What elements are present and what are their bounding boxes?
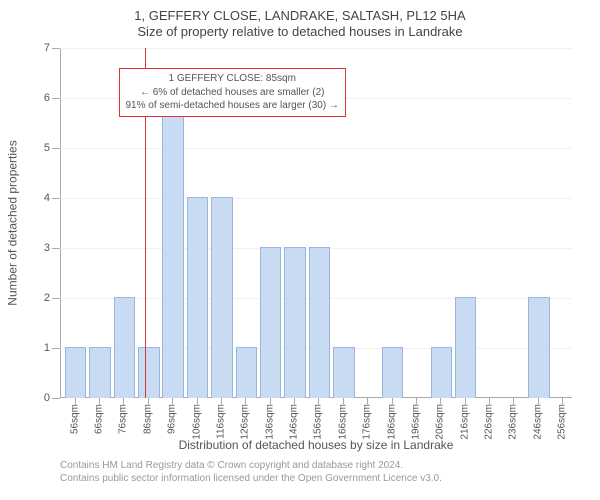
x-tick-label: 66sqm [94, 404, 105, 434]
chart-container: 1, GEFFERY CLOSE, LANDRAKE, SALTASH, PL1… [0, 0, 600, 500]
x-tick-label: 186sqm [386, 404, 397, 440]
bar [431, 347, 453, 398]
x-tick-label: 166sqm [337, 404, 348, 440]
bar [89, 347, 111, 398]
y-tick-label: 5 [44, 142, 50, 154]
bar [236, 347, 258, 398]
x-tick-label: 196sqm [410, 404, 421, 440]
plot-area: 0123456756sqm66sqm76sqm86sqm96sqm106sqm1… [60, 48, 572, 398]
annotation-line2: ← 6% of detached houses are smaller (2) [126, 86, 339, 100]
bar [187, 197, 209, 398]
y-tick-label: 7 [44, 42, 50, 54]
y-tick-label: 2 [44, 292, 50, 304]
y-tick [52, 298, 60, 299]
y-tick-label: 0 [44, 392, 50, 404]
y-tick [52, 248, 60, 249]
y-tick-label: 4 [44, 192, 50, 204]
x-tick-label: 236sqm [508, 404, 519, 440]
x-tick-label: 76sqm [118, 404, 129, 434]
gridline [60, 148, 572, 149]
x-tick-label: 96sqm [167, 404, 178, 434]
x-tick-label: 56sqm [69, 404, 80, 434]
bar [211, 197, 233, 398]
y-axis-line [60, 48, 61, 398]
footer-line2: Contains public sector information licen… [60, 473, 572, 486]
bar [260, 247, 282, 398]
bar [309, 247, 331, 398]
gridline [60, 198, 572, 199]
y-tick [52, 148, 60, 149]
x-axis-label: Distribution of detached houses by size … [60, 438, 572, 452]
footer: Contains HM Land Registry data © Crown c… [60, 460, 572, 485]
title-line1: 1, GEFFERY CLOSE, LANDRAKE, SALTASH, PL1… [0, 8, 600, 24]
x-tick-label: 216sqm [459, 404, 470, 440]
x-tick-label: 246sqm [532, 404, 543, 440]
y-tick [52, 198, 60, 199]
y-axis-label: Number of detached properties [4, 48, 22, 398]
x-tick-label: 86sqm [142, 404, 153, 434]
x-tick-label: 136sqm [264, 404, 275, 440]
bar [528, 297, 550, 398]
annotation-box: 1 GEFFERY CLOSE: 85sqm← 6% of detached h… [119, 68, 346, 117]
y-tick [52, 48, 60, 49]
footer-line1: Contains HM Land Registry data © Crown c… [60, 460, 572, 473]
y-tick [52, 398, 60, 399]
x-tick-label: 116sqm [215, 404, 226, 439]
bar [333, 347, 355, 398]
bar [284, 247, 306, 398]
y-tick-label: 6 [44, 92, 50, 104]
y-tick-label: 3 [44, 242, 50, 254]
x-tick-label: 156sqm [313, 404, 324, 440]
gridline [60, 48, 572, 49]
x-tick-label: 226sqm [484, 404, 495, 440]
title-block: 1, GEFFERY CLOSE, LANDRAKE, SALTASH, PL1… [0, 0, 600, 41]
bar [114, 297, 136, 398]
bar [455, 297, 477, 398]
annotation-line1: 1 GEFFERY CLOSE: 85sqm [126, 72, 339, 86]
title-line2: Size of property relative to detached ho… [0, 24, 600, 40]
y-tick [52, 348, 60, 349]
y-tick-label: 1 [44, 342, 50, 354]
y-tick [52, 98, 60, 99]
x-tick-label: 206sqm [435, 404, 446, 440]
x-tick-label: 126sqm [240, 404, 251, 440]
y-axis-label-text: Number of detached properties [6, 140, 20, 305]
x-tick-label: 256sqm [557, 404, 568, 440]
bar [162, 97, 184, 398]
bar [382, 347, 404, 398]
bar [138, 347, 160, 398]
x-tick-label: 106sqm [191, 404, 202, 440]
bar [65, 347, 87, 398]
x-tick-label: 146sqm [289, 404, 300, 440]
x-tick-label: 176sqm [362, 404, 373, 440]
annotation-line3: 91% of semi-detached houses are larger (… [126, 99, 339, 113]
